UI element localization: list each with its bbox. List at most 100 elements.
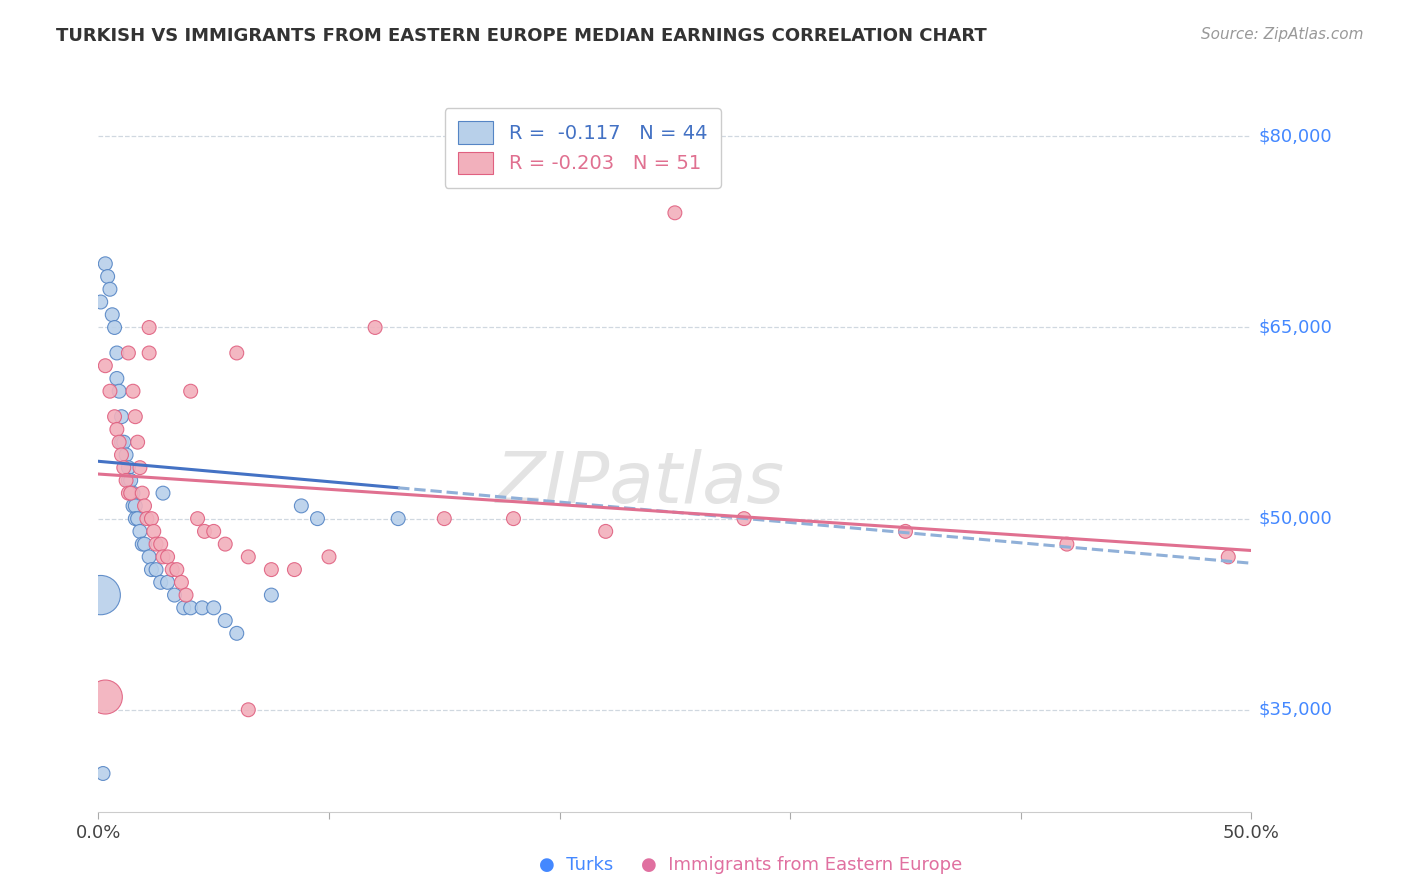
Text: $65,000: $65,000 [1258, 318, 1333, 336]
Point [166, 563, 188, 577]
Legend: R =  -0.117   N = 44, R = -0.203   N = 51: R = -0.117 N = 44, R = -0.203 N = 51 [444, 108, 721, 187]
Point [108, 435, 131, 450]
Point [108, 384, 131, 399]
Point [664, 206, 686, 220]
Point [318, 549, 340, 564]
Point [187, 511, 209, 525]
Point [105, 346, 128, 360]
Point [214, 537, 236, 551]
Point [149, 537, 172, 551]
Point [170, 575, 193, 590]
Point [134, 537, 156, 551]
Point [149, 575, 172, 590]
Point [124, 499, 146, 513]
Point [117, 486, 139, 500]
Point [364, 320, 387, 334]
Point [112, 460, 135, 475]
Point [94, 257, 117, 271]
Point [115, 474, 138, 488]
Point [103, 320, 125, 334]
Point [122, 384, 145, 399]
Point [202, 524, 225, 539]
Point [94, 690, 117, 704]
Point [260, 563, 283, 577]
Point [110, 435, 132, 450]
Point [131, 537, 153, 551]
Point [105, 371, 128, 385]
Point [733, 511, 755, 525]
Point [134, 499, 156, 513]
Point [238, 549, 260, 564]
Point [145, 537, 167, 551]
Point [163, 588, 186, 602]
Point [120, 474, 142, 488]
Point [117, 460, 139, 475]
Point [131, 486, 153, 500]
Point [120, 486, 142, 500]
Point [129, 460, 152, 475]
Point [91, 766, 114, 780]
Point [94, 359, 117, 373]
Point [141, 511, 163, 525]
Point [117, 346, 139, 360]
Text: Source: ZipAtlas.com: Source: ZipAtlas.com [1201, 27, 1364, 42]
Point [127, 511, 149, 525]
Point [122, 499, 145, 513]
Point [120, 486, 142, 500]
Point [138, 549, 160, 564]
Point [124, 409, 146, 424]
Text: $80,000: $80,000 [1258, 128, 1331, 145]
Point [238, 703, 260, 717]
Point [103, 409, 125, 424]
Point [191, 600, 214, 615]
Point [1056, 537, 1078, 551]
Point [90, 295, 112, 310]
Point [138, 346, 160, 360]
Text: $35,000: $35,000 [1258, 701, 1333, 719]
Point [110, 448, 132, 462]
Point [173, 600, 195, 615]
Text: TURKISH VS IMMIGRANTS FROM EASTERN EUROPE MEDIAN EARNINGS CORRELATION CHART: TURKISH VS IMMIGRANTS FROM EASTERN EUROP… [56, 27, 987, 45]
Point [214, 614, 236, 628]
Point [387, 511, 409, 525]
Point [152, 549, 174, 564]
Point [110, 409, 132, 424]
Point [595, 524, 617, 539]
Point [225, 626, 247, 640]
Point [90, 588, 112, 602]
Point [307, 511, 329, 525]
Point [152, 486, 174, 500]
Point [156, 575, 179, 590]
Point [115, 448, 138, 462]
Point [502, 511, 524, 525]
Text: ●  Turks: ● Turks [540, 856, 613, 874]
Point [180, 600, 202, 615]
Point [225, 346, 247, 360]
Point [260, 588, 283, 602]
Point [117, 474, 139, 488]
Point [894, 524, 917, 539]
Point [138, 320, 160, 334]
Point [193, 524, 215, 539]
Point [160, 563, 183, 577]
Point [142, 524, 165, 539]
Point [97, 269, 120, 284]
Point [180, 384, 202, 399]
Point [135, 511, 157, 525]
Point [122, 486, 145, 500]
Point [174, 588, 197, 602]
Point [105, 422, 128, 436]
Point [129, 524, 152, 539]
Point [283, 563, 305, 577]
Point [202, 600, 225, 615]
Point [98, 282, 121, 296]
Text: $50,000: $50,000 [1258, 509, 1331, 528]
Point [127, 435, 149, 450]
Point [112, 435, 135, 450]
Point [1218, 549, 1240, 564]
Point [98, 384, 121, 399]
Text: ZIPatlas: ZIPatlas [496, 449, 785, 518]
Point [124, 511, 146, 525]
Point [141, 563, 163, 577]
Point [433, 511, 456, 525]
